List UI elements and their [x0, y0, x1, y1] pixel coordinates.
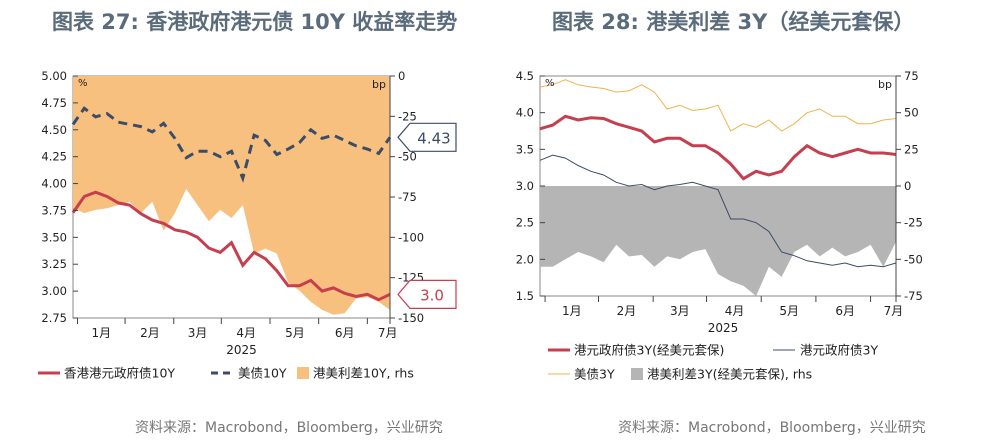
left-tick-label: 3.75: [41, 203, 67, 217]
left-tick-label: 2.75: [41, 311, 67, 325]
legend-label-spread10y: 港美利差10Y, rhs: [313, 366, 414, 381]
legend-swatch-spread3y: [631, 368, 643, 380]
x-tick-label: 4月: [725, 304, 745, 318]
x-tick-label: 7月: [884, 304, 904, 318]
series-line-2: [71, 106, 392, 183]
left-tick-label: 5.00: [41, 69, 67, 83]
spread-area: [73, 76, 390, 315]
year-label: 2025: [226, 343, 257, 357]
left-chart-title: 图表 27: 香港政府港元债 10Y 收益率走势: [52, 10, 458, 34]
callout-us-label: 4.43: [417, 129, 450, 147]
right-tick-label: -25: [398, 109, 417, 123]
legend-label-us10y: 美债10Y: [238, 366, 287, 381]
right-tick-label: 0: [904, 179, 911, 193]
left-tick-label: 3.5: [516, 142, 534, 156]
legend-label-hk3y-hedged: 港元政府债3Y(经美元套保): [574, 343, 724, 358]
series-line-1: [539, 114, 897, 181]
left-tick-label: 1.5: [516, 289, 534, 303]
x-tick-label: 2月: [140, 326, 160, 340]
x-tick-label: 3月: [188, 326, 208, 340]
left-tick-label: 2.5: [516, 216, 534, 230]
right-unit-label: bp: [878, 78, 892, 91]
x-tick-label: 1月: [562, 304, 582, 318]
series-line-1: [71, 190, 391, 302]
legend-swatch-spread10y: [297, 367, 309, 379]
x-tick-label: 6月: [335, 326, 355, 340]
right-tick-label: -75: [904, 289, 923, 303]
callout-hk-box: [397, 279, 457, 309]
legend-label-us3y: 美债3Y: [574, 367, 615, 382]
left-unit-label: %: [545, 78, 555, 89]
left-source: 资料来源：Macrobond，Bloomberg，兴业研究: [135, 420, 443, 436]
x-tick-label: 4月: [236, 326, 256, 340]
right-tick-label: 50: [904, 106, 919, 120]
x-tick-label: 3月: [670, 304, 690, 318]
callout-us-box: [397, 122, 457, 152]
left-tick-label: 4.00: [41, 177, 67, 191]
x-tick-label: 7月: [378, 326, 398, 340]
series-line-3: [539, 79, 897, 132]
right-tick-label: -50: [398, 150, 417, 164]
legend-label-hk3y: 港元政府债3Y: [800, 343, 878, 358]
right-tick-label: -100: [398, 230, 424, 244]
left-tick-label: 3.00: [41, 284, 67, 298]
right-source: 资料来源：Macrobond，Bloomberg，兴业研究: [618, 420, 926, 436]
left-tick-label: 4.0: [516, 106, 534, 120]
left-tick-label: 4.5: [516, 69, 534, 83]
left-tick-label: 4.75: [41, 96, 67, 110]
left-tick-label: 3.50: [41, 230, 67, 244]
right-tick-label: 25: [904, 142, 919, 156]
right-tick-label: -75: [398, 190, 417, 204]
left-tick-label: 4.25: [41, 150, 67, 164]
x-tick-label: 2月: [617, 304, 637, 318]
spread-area: [540, 186, 896, 296]
right-unit-label: bp: [372, 78, 386, 91]
left-tick-label: 2.0: [516, 252, 534, 266]
left-tick-label: 3.0: [516, 179, 534, 193]
x-tick-label: 5月: [779, 304, 799, 318]
x-tick-label: 5月: [285, 326, 305, 340]
x-tick-label: 1月: [91, 326, 111, 340]
x-tick-label: 6月: [835, 304, 855, 318]
legend-label-hk10y: 香港港元政府债10Y: [64, 366, 175, 381]
right-tick-label: 75: [904, 69, 919, 83]
left-tick-label: 3.25: [41, 257, 67, 271]
right-tick-label: 0: [398, 69, 405, 83]
left-tick-label: 4.50: [41, 123, 67, 137]
legend-label-spread3y: 港美利差3Y(经美元套保), rhs: [647, 367, 812, 382]
right-tick-label: -50: [904, 252, 923, 266]
callout-hk-label: 3.0: [420, 286, 444, 304]
year-label: 2025: [708, 321, 739, 335]
right-tick-label: -25: [904, 216, 923, 230]
series-line-2: [539, 154, 897, 268]
right-tick-label: -150: [398, 311, 424, 325]
right-chart-title: 图表 28: 港美利差 3Y（经美元套保）: [552, 10, 915, 34]
left-unit-label: %: [78, 78, 88, 89]
